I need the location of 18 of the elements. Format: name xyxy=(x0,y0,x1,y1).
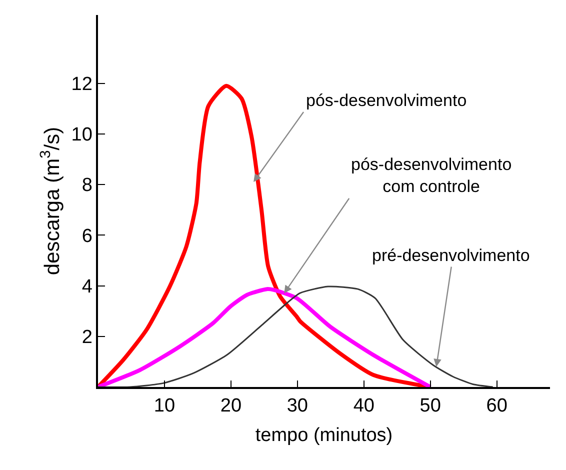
line-series xyxy=(98,286,494,387)
x-tick-label: 50 xyxy=(420,396,441,417)
y-tick-label: 6 xyxy=(82,226,92,247)
y-tick-label: 12 xyxy=(71,74,92,95)
y-tick-label: 8 xyxy=(82,175,92,196)
x-tick-label: 20 xyxy=(220,396,242,417)
y-tick-label: 2 xyxy=(82,327,92,348)
annotation: pré-desenvolvimento xyxy=(372,246,530,265)
x-axis-title: tempo (minutos) xyxy=(255,424,393,446)
x-tick-label: 40 xyxy=(353,396,374,417)
y-tick-label: 4 xyxy=(82,276,93,298)
x-tick-label: 30 xyxy=(286,396,308,417)
annotation: pós-desenvolvimento xyxy=(306,91,467,110)
y-tick-label: 10 xyxy=(71,124,92,146)
x-tick-label: 10 xyxy=(154,396,176,417)
x-tick-label: 60 xyxy=(486,396,508,417)
line-series xyxy=(98,287,432,387)
annotation: pós-desenvolvimento com controle xyxy=(351,155,512,196)
